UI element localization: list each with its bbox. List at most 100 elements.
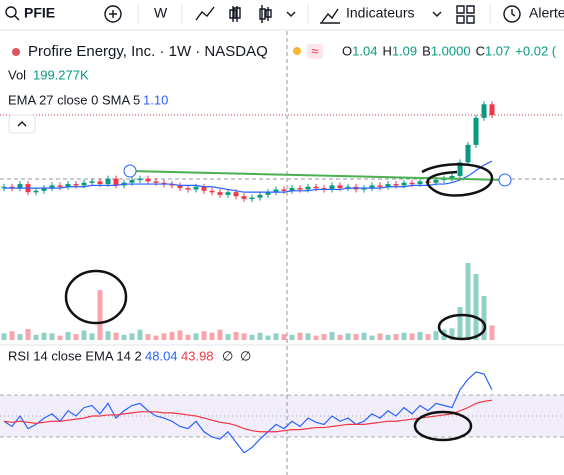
badge: ≈: [311, 43, 318, 58]
add-symbol[interactable]: [104, 5, 122, 23]
volume-bar: [313, 335, 319, 340]
volume-bar: [393, 334, 399, 340]
candle: [57, 185, 63, 187]
candle: [113, 178, 119, 186]
volume-bar: [41, 332, 47, 340]
candle: [481, 104, 487, 118]
volume-bar: [145, 334, 151, 340]
ohlc-label: B: [422, 43, 431, 58]
volume-bar: [273, 333, 279, 340]
candle: [89, 181, 95, 183]
candle: [297, 188, 303, 190]
trend-handle[interactable]: [123, 164, 137, 178]
volume-bar: [265, 335, 271, 340]
candle: [257, 194, 263, 198]
volume-bar: [385, 334, 391, 340]
interval[interactable]: W: [154, 5, 168, 21]
search-icon[interactable]: [5, 6, 17, 18]
layout-icon[interactable]: [456, 5, 475, 24]
indicators-icon[interactable]: [320, 8, 340, 24]
candle: [265, 192, 271, 195]
candle: [489, 104, 495, 116]
trend-handle[interactable]: [498, 173, 512, 187]
volume-bar: [97, 290, 103, 340]
bars-icon[interactable]: [229, 6, 241, 22]
candles-icon[interactable]: [259, 5, 272, 23]
candle: [169, 184, 175, 186]
candle: [17, 184, 23, 189]
candle: [137, 178, 143, 181]
candle: [417, 181, 423, 185]
volume-bar: [25, 329, 31, 340]
volume-bar: [481, 296, 487, 340]
volume-bar: [121, 334, 127, 340]
volume-bar: [73, 334, 79, 340]
legend: Profire Energy, Inc. · 1W · NASDAQ ≈ O 1.…: [8, 43, 557, 134]
change: +0.02 (: [515, 43, 557, 58]
volume-bar: [289, 334, 295, 340]
volume-bar: [281, 334, 287, 340]
rsi-line: [3, 371, 493, 454]
volume-bar: [377, 333, 383, 340]
candle: [41, 188, 47, 191]
ema-line: [4, 160, 493, 193]
candle: [145, 178, 151, 182]
rsi-label: RSI 14 close EMA 14 2: [8, 348, 142, 363]
volume-bar: [201, 331, 207, 340]
candle: [33, 190, 39, 193]
volume-bar: [257, 332, 263, 340]
candle: [217, 192, 223, 195]
candle: [313, 186, 319, 189]
volume-bar: [129, 333, 135, 340]
candle: [329, 185, 335, 190]
alerts[interactable]: Alerte: [529, 5, 564, 21]
candle: [73, 184, 79, 186]
add-symbol-plus: [109, 10, 117, 18]
volume-bar: [113, 332, 119, 340]
volume-bar: [321, 334, 327, 340]
line-chart-icon[interactable]: [195, 6, 215, 21]
volume-bar: [1, 333, 7, 340]
volume-bar: [433, 331, 439, 340]
volume-bar: [137, 329, 143, 340]
candle: [369, 185, 375, 189]
indicators-menu[interactable]: [432, 11, 442, 17]
candle: [377, 185, 383, 187]
candle: [465, 144, 471, 163]
annotation-circle: [437, 313, 487, 341]
candle: [337, 185, 343, 189]
candle: [385, 184, 391, 187]
volume-bar: [81, 330, 87, 340]
candle: [273, 189, 279, 193]
collapse-button[interactable]: [8, 114, 36, 134]
ema-label: EMA 27 close 0 SMA 5: [8, 92, 140, 107]
volume-bar: [353, 334, 359, 340]
volume-bar: [169, 331, 175, 340]
ema-value: 1.10: [143, 92, 168, 107]
toolbar: PFIE W Indicateurs Alerte: [0, 4, 564, 31]
candle: [65, 184, 71, 187]
candle: [201, 186, 207, 191]
ohlc-label: H: [382, 43, 391, 58]
candle: [241, 196, 247, 199]
candle: [361, 188, 367, 190]
candle: [409, 182, 415, 185]
candle: [105, 178, 111, 185]
volume-bar: [305, 333, 311, 340]
volume-bar: [409, 333, 415, 340]
ohlc-label: O: [342, 43, 352, 58]
candle: [433, 180, 439, 183]
volume-bar: [57, 335, 63, 340]
symbol[interactable]: PFIE: [24, 5, 55, 21]
chart-type-menu[interactable]: [286, 11, 296, 17]
ohlc-value: 1.0000: [431, 43, 471, 58]
candle: [81, 182, 87, 186]
candle: [393, 184, 399, 186]
volume-bar: [225, 334, 231, 340]
candle: [193, 186, 199, 190]
alert-icon[interactable]: [503, 5, 521, 23]
candle: [129, 180, 135, 183]
rsi-extra: ∅: [222, 348, 233, 363]
indicators[interactable]: Indicateurs: [346, 5, 414, 21]
volume-bar: [33, 334, 39, 340]
